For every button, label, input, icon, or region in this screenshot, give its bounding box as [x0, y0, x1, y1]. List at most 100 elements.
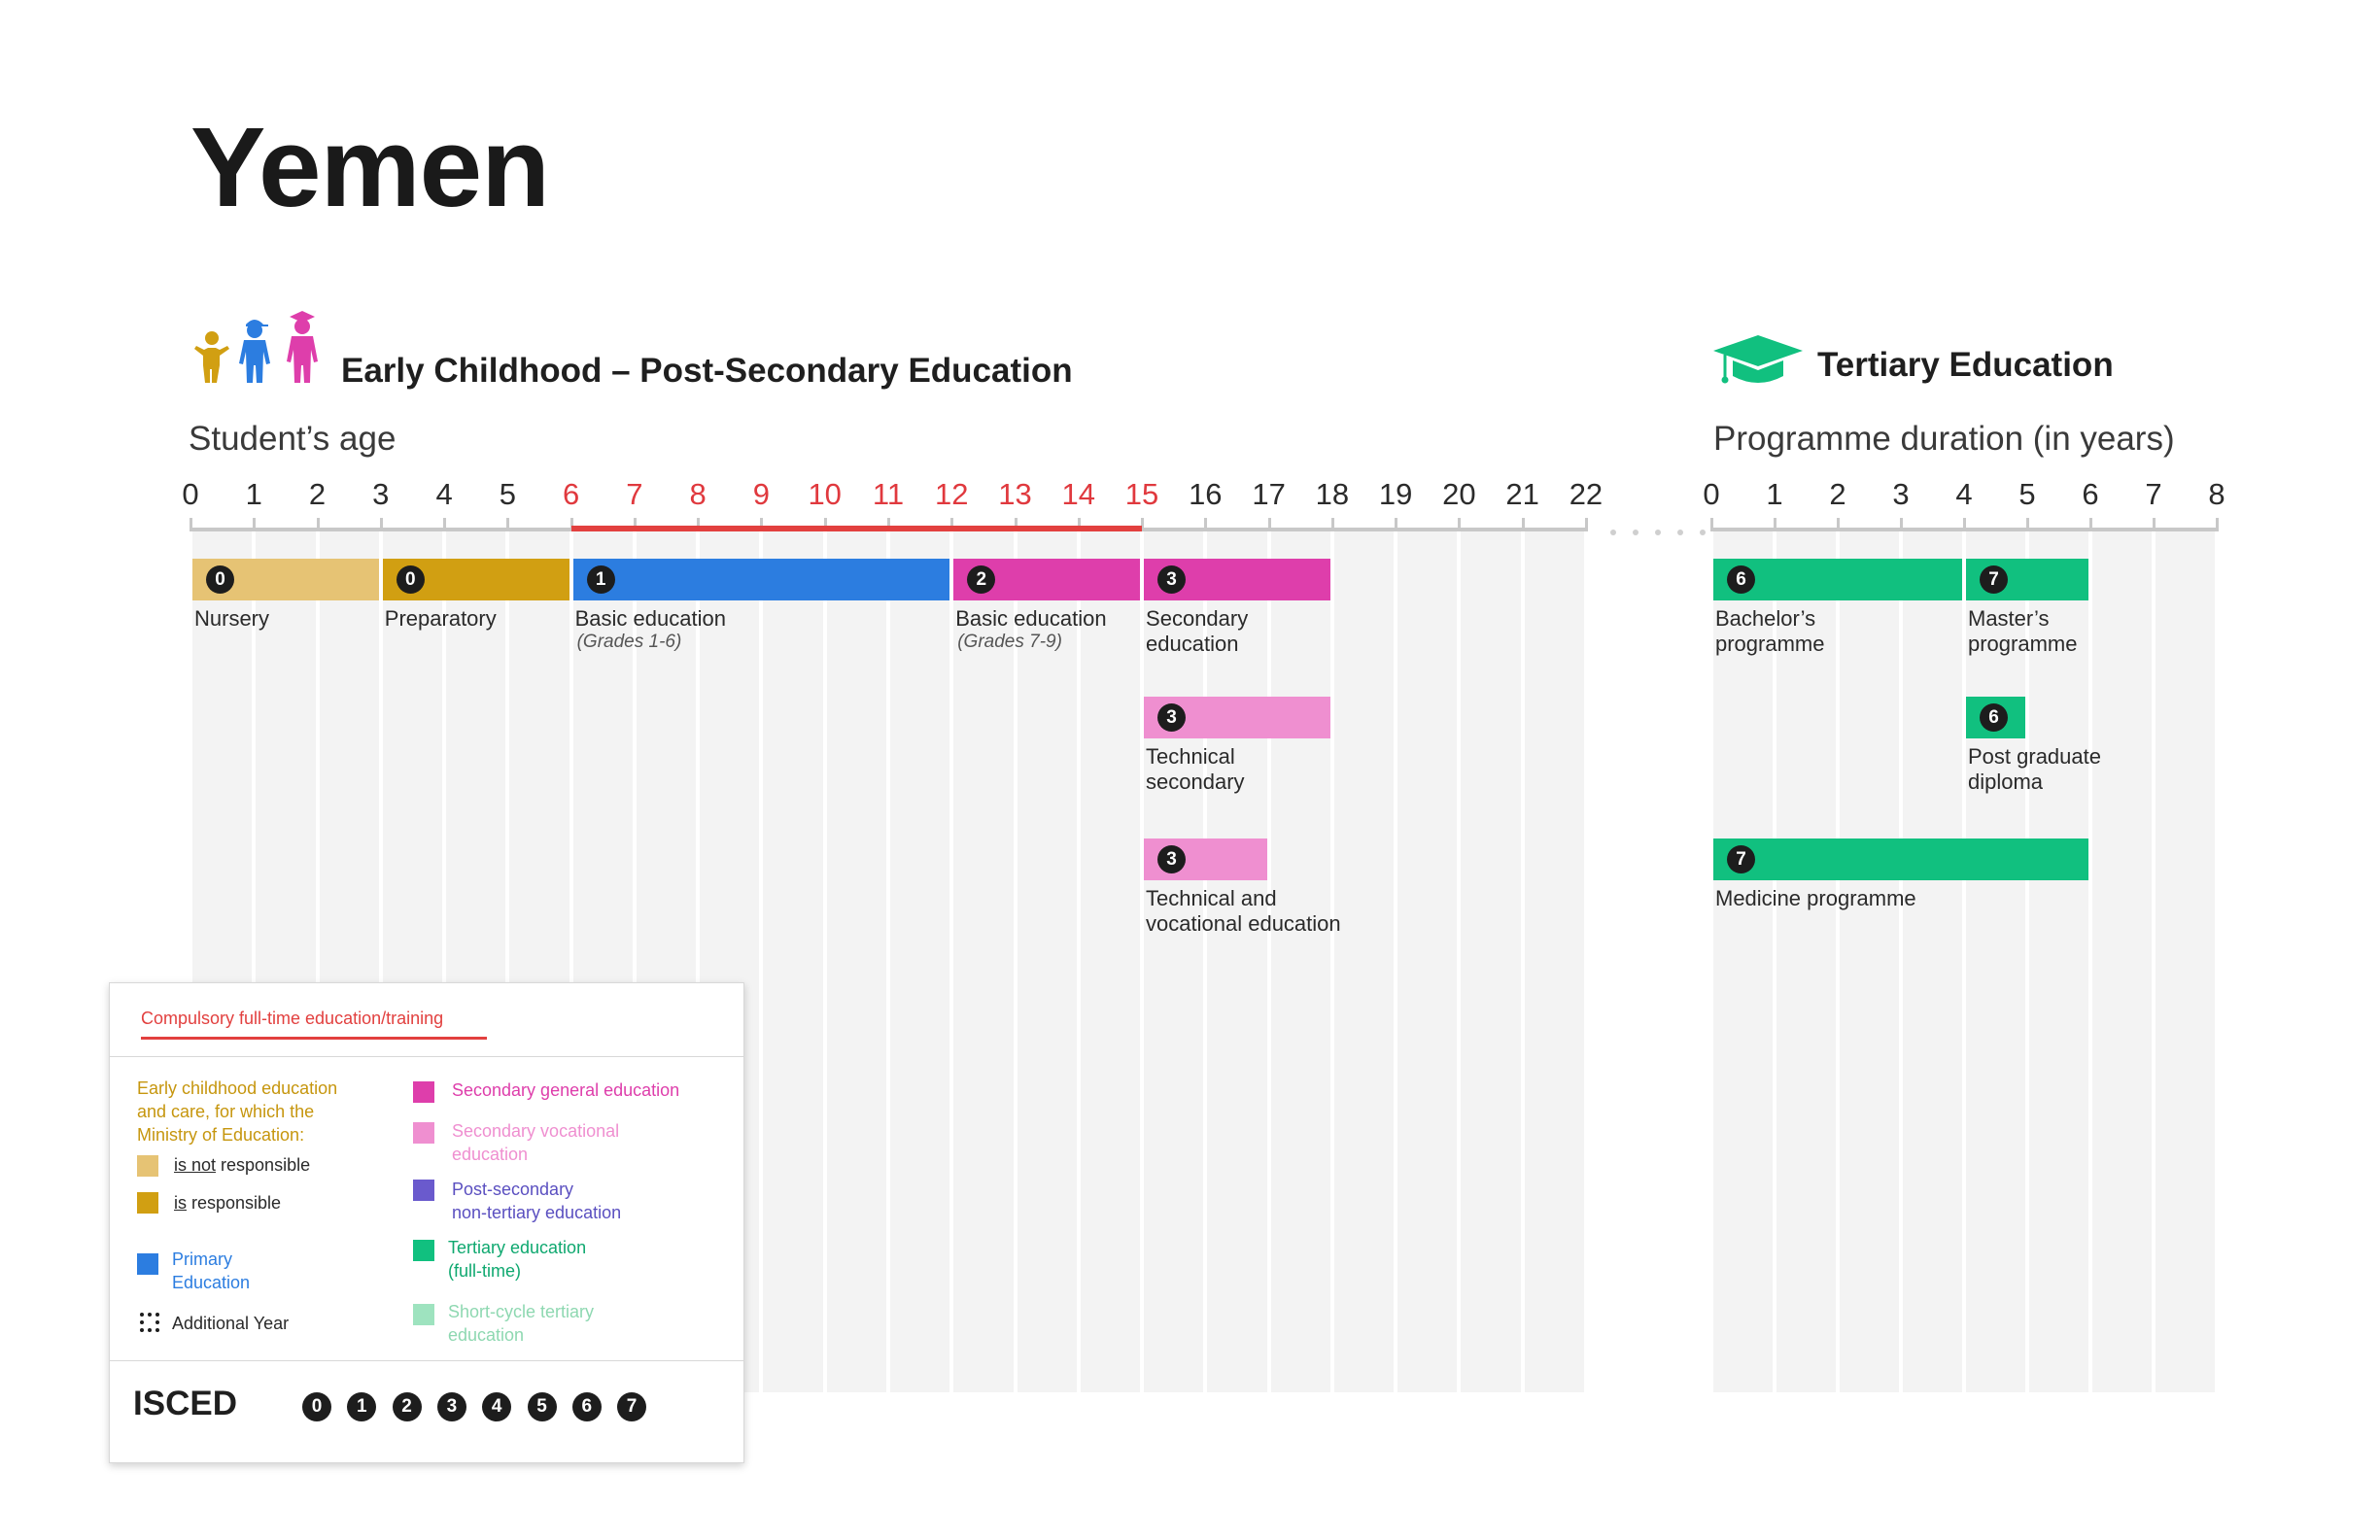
page-title: Yemen [190, 104, 550, 230]
programme-bar: 0 [382, 559, 569, 600]
programme-bar: 6 [1713, 559, 1962, 600]
duration-tick-label: 4 [1955, 477, 1973, 511]
isced-badge: 3 [1157, 845, 1187, 873]
age-column [1080, 531, 1141, 1392]
age-tick-mark [886, 518, 890, 531]
programme-label: Medicine programme [1715, 886, 1916, 910]
legend-not-responsible: is not responsible [174, 1153, 310, 1177]
duration-tick-mark [2026, 518, 2029, 531]
programme-bar: 7 [1963, 559, 2088, 600]
age-tick-mark [1014, 518, 1018, 531]
duration-column [1966, 531, 2025, 1392]
age-column [953, 531, 1014, 1392]
age-column [1144, 531, 1204, 1392]
isced-badge: 6 [1980, 703, 2008, 732]
duration-tick-mark [1774, 518, 1776, 531]
duration-tick-mark [1710, 518, 1713, 531]
isced-level-badge: 4 [482, 1392, 512, 1421]
age-column [1333, 531, 1395, 1392]
duration-tick-label: 6 [2082, 477, 2099, 511]
isced-badge: 3 [1157, 565, 1187, 594]
age-tick-mark [1584, 518, 1588, 531]
programme-bar: 3 [1141, 559, 1330, 600]
age-column [1524, 531, 1584, 1392]
age-tick-label: 14 [1061, 477, 1096, 511]
age-tick-mark [1141, 518, 1145, 531]
legend-post-secondary: Post-secondary non-tertiary education [452, 1180, 622, 1222]
age-tick-label: 21 [1505, 477, 1539, 511]
isced-badge: 7 [1980, 565, 2008, 594]
isced-level-badge: 0 [302, 1392, 331, 1421]
programme-label: Master’s programme [1968, 606, 2078, 656]
isced-badge: 0 [206, 565, 234, 594]
programme-label: Technical and vocational education [1146, 886, 1341, 936]
separator-dot [1610, 530, 1616, 535]
duration-tick-mark [1963, 518, 1966, 531]
age-tick-label: 8 [689, 477, 707, 511]
separator-dot [1633, 530, 1638, 535]
isced-level-badge: 7 [617, 1392, 647, 1421]
age-tick-mark [633, 518, 637, 531]
age-tick-label: 19 [1378, 477, 1413, 511]
legend-swatch-short-cycle [413, 1304, 434, 1325]
graduation-cap-icon [1711, 333, 1805, 388]
age-column [1397, 531, 1458, 1392]
programme-bar: 7 [1713, 838, 2088, 880]
isced-level-badge: 6 [571, 1392, 602, 1421]
isced-level-badge: 5 [527, 1392, 557, 1421]
legend-secondary-vocational: Secondary vocational education [452, 1121, 620, 1164]
children-icon [190, 309, 327, 383]
legend-compulsory-line [141, 1037, 487, 1040]
age-column [763, 531, 823, 1392]
duration-tick-mark [2216, 518, 2219, 531]
isced-badge: 2 [967, 565, 996, 594]
age-tick-label: 6 [562, 477, 580, 511]
additional-year-marker [1141, 559, 1145, 600]
duration-column [2092, 531, 2152, 1392]
age-column [1017, 531, 1077, 1392]
legend-swatch-primary [137, 1253, 158, 1275]
duration-column [2156, 531, 2215, 1392]
programme-label: Secondary education [1146, 606, 1249, 656]
age-tick-label: 15 [1124, 477, 1159, 511]
age-tick-label: 7 [626, 477, 643, 511]
duration-tick-mark [1900, 518, 1903, 531]
legend-divider [110, 1360, 743, 1361]
age-tick-mark [1267, 518, 1271, 531]
duration-column [1713, 531, 1773, 1392]
programme-label: Technical secondary [1146, 744, 1245, 794]
legend-swatch-post-secondary [413, 1180, 434, 1201]
legend-primary: Primary Education [172, 1249, 251, 1292]
isced-level-badge: 2 [392, 1392, 422, 1421]
age-tick-mark [569, 518, 573, 531]
age-tick-mark [823, 518, 827, 531]
age-tick-label: 3 [372, 477, 390, 511]
programme-label: Preparatory [384, 606, 497, 631]
age-tick-mark [379, 518, 383, 531]
programme-bar: 3 [1144, 697, 1330, 738]
age-tick-mark [253, 518, 257, 531]
duration-tick-label: 7 [2145, 477, 2162, 511]
legend-responsible-prefix: is [174, 1193, 187, 1213]
age-tick-mark [190, 518, 192, 531]
isced-level-badge: 3 [436, 1392, 466, 1421]
age-column [826, 531, 886, 1392]
isced-label: ISCED [133, 1385, 237, 1422]
programme-bar: 6 [1966, 697, 2025, 738]
age-tick-label: 10 [808, 477, 842, 511]
programme-label: Post graduate diploma [1968, 744, 2101, 794]
age-tick-label: 13 [998, 477, 1032, 511]
age-tick-mark [760, 518, 764, 531]
duration-tick-label: 2 [1829, 477, 1846, 511]
age-tick-label: 0 [182, 477, 199, 511]
legend-ecec-heading: Early childhood education and care, for … [137, 1078, 338, 1145]
legend-not-responsible-prefix: is not [174, 1155, 217, 1175]
programme-note: (Grades 1-6) [576, 632, 682, 652]
age-tick-label: 4 [435, 477, 453, 511]
age-tick-label: 2 [308, 477, 327, 511]
legend-additional-year: Additional Year [172, 1314, 290, 1333]
legend-tertiary: Tertiary education (full-time) [448, 1238, 587, 1281]
duration-tick-mark [1837, 518, 1840, 531]
age-tick-label: 16 [1189, 477, 1223, 511]
